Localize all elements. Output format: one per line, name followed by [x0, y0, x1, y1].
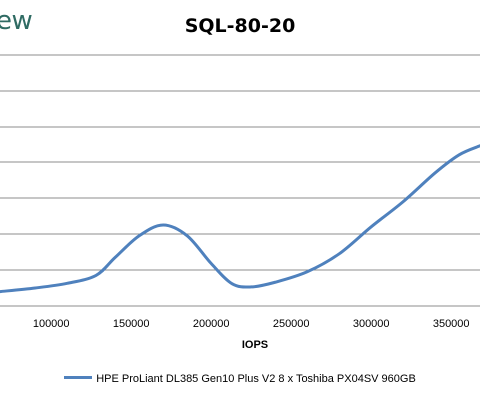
- x-tick-label: 300000: [353, 318, 390, 330]
- x-tick-label: 100000: [33, 318, 70, 330]
- x-tick-label: 200000: [193, 318, 230, 330]
- legend-swatch: [64, 375, 93, 379]
- x-tick-label: 150000: [113, 318, 150, 330]
- series-line: [0, 144, 480, 294]
- gridlines: [0, 54, 480, 307]
- chart-title: SQL-80-20: [184, 15, 296, 37]
- x-tick-labels: 100000 150000 200000 250000 300000 350000: [33, 318, 470, 330]
- x-tick-label: 250000: [273, 318, 310, 330]
- x-axis-label: IOPS: [242, 339, 268, 351]
- legend: HPE ProLiant DL385 Gen10 Plus V2 8 x Tos…: [0, 373, 480, 385]
- x-tick-label: 350000: [433, 318, 470, 330]
- legend-label: HPE ProLiant DL385 Gen10 Plus V2 8 x Tos…: [96, 373, 416, 385]
- brand-logo-text: ew: [0, 6, 33, 36]
